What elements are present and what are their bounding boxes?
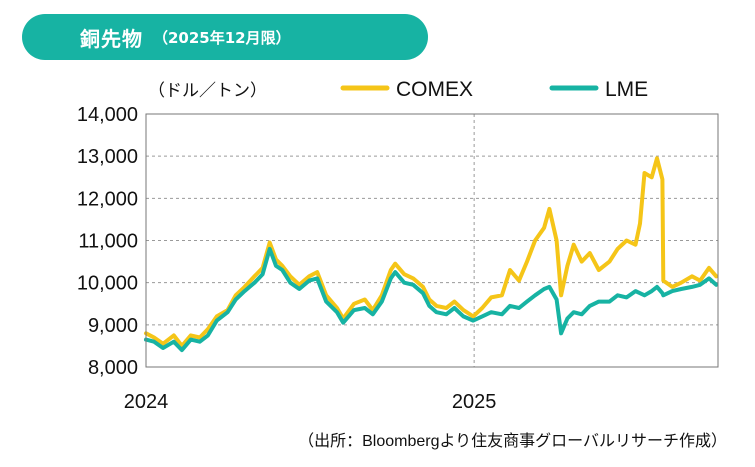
y-tick-label: 14,000: [77, 104, 138, 126]
legend-label-comex: COMEX: [396, 78, 473, 101]
y-axis-unit-label: （ドル／トン）: [148, 81, 267, 100]
source-note: （出所：Bloombergより住友商事グローバルリサーチ作成）: [298, 432, 727, 450]
y-tick-label: 10,000: [77, 273, 138, 295]
chart-subtitle: （2025年12月限）: [153, 28, 291, 47]
grid-lines: [146, 114, 718, 367]
series-line-lme: [144, 246, 719, 353]
series-line-comex: [144, 156, 719, 348]
y-tick-label: 11,000: [78, 231, 138, 253]
x-axis-ticks: 2024 2025: [124, 391, 497, 413]
legend-label-lme: LME: [605, 78, 648, 101]
y-tick-label: 12,000: [77, 188, 138, 210]
plot-frame: [145, 113, 719, 368]
x-tick-label: 2025: [452, 391, 497, 413]
y-tick-label: 9,000: [88, 315, 138, 337]
series-lines: [144, 156, 719, 353]
y-tick-label: 8,000: [88, 357, 138, 379]
chart-title: 銅先物: [80, 26, 143, 51]
plot-border: [145, 113, 719, 368]
y-axis-ticks: 8,000 9,000 10,000 11,000 12,000 13,000 14,000: [77, 104, 138, 379]
y-tick-label: 13,000: [77, 146, 138, 168]
title-banner: 銅先物 （2025年12月限）: [22, 14, 428, 60]
x-tick-label: 2024: [124, 391, 169, 413]
legend: COMEX LME: [340, 78, 648, 101]
